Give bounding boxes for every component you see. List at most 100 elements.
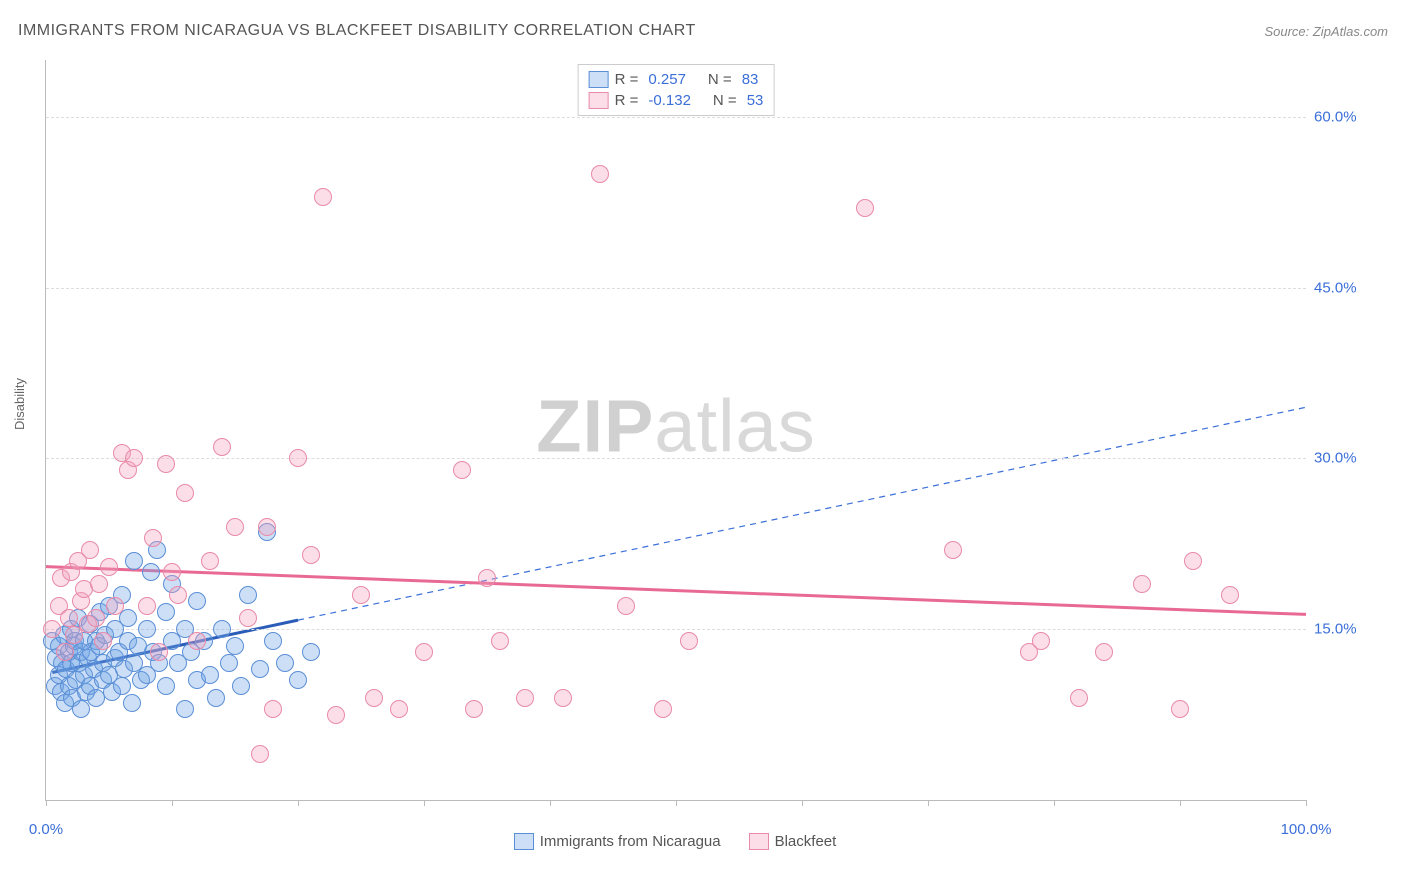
x-tick xyxy=(550,800,551,806)
x-tick xyxy=(676,800,677,806)
data-point xyxy=(1221,586,1239,604)
x-tick xyxy=(172,800,173,806)
data-point xyxy=(1171,700,1189,718)
legend-item: Blackfeet xyxy=(749,833,837,850)
legend-swatch xyxy=(514,833,534,850)
data-point xyxy=(1184,552,1202,570)
data-point xyxy=(390,700,408,718)
data-point xyxy=(478,569,496,587)
data-point xyxy=(264,632,282,650)
data-point xyxy=(43,620,61,638)
data-point xyxy=(144,529,162,547)
data-point xyxy=(176,484,194,502)
data-point xyxy=(125,552,143,570)
data-point xyxy=(188,632,206,650)
data-point xyxy=(1095,643,1113,661)
y-tick-label: 15.0% xyxy=(1314,621,1374,638)
legend-label: Immigrants from Nicaragua xyxy=(540,833,721,850)
y-tick-label: 30.0% xyxy=(1314,450,1374,467)
trend-line xyxy=(46,567,1306,615)
data-point xyxy=(251,745,269,763)
data-point xyxy=(258,518,276,536)
gridline xyxy=(46,117,1306,118)
data-point xyxy=(365,689,383,707)
data-point xyxy=(276,654,294,672)
data-point xyxy=(100,558,118,576)
x-tick xyxy=(46,800,47,806)
n-value: 83 xyxy=(742,71,759,88)
data-point xyxy=(516,689,534,707)
data-point xyxy=(106,597,124,615)
data-point xyxy=(72,700,90,718)
data-point xyxy=(327,706,345,724)
watermark: ZIPatlas xyxy=(536,383,815,468)
x-tick xyxy=(928,800,929,806)
data-point xyxy=(465,700,483,718)
data-point xyxy=(113,677,131,695)
data-point xyxy=(226,637,244,655)
data-point xyxy=(232,677,250,695)
data-point xyxy=(87,609,105,627)
data-point xyxy=(213,438,231,456)
data-point xyxy=(251,660,269,678)
x-tick xyxy=(802,800,803,806)
series-legend: Immigrants from Nicaragua Blackfeet xyxy=(45,833,1305,850)
data-point xyxy=(491,632,509,650)
x-tick xyxy=(1180,800,1181,806)
data-point xyxy=(176,700,194,718)
data-point xyxy=(554,689,572,707)
legend-swatch xyxy=(589,92,609,109)
data-point xyxy=(169,586,187,604)
data-point xyxy=(1032,632,1050,650)
gridline xyxy=(46,629,1306,630)
legend-item: Immigrants from Nicaragua xyxy=(514,833,721,850)
data-point xyxy=(201,666,219,684)
data-point xyxy=(352,586,370,604)
data-point xyxy=(239,586,257,604)
data-point xyxy=(289,671,307,689)
data-point xyxy=(90,575,108,593)
data-point xyxy=(123,694,141,712)
data-point xyxy=(453,461,471,479)
r-value: -0.132 xyxy=(648,92,691,109)
data-point xyxy=(163,563,181,581)
y-tick-label: 60.0% xyxy=(1314,108,1374,125)
data-point xyxy=(125,449,143,467)
data-point xyxy=(264,700,282,718)
legend-swatch xyxy=(749,833,769,850)
data-point xyxy=(617,597,635,615)
trend-line-extrapolated xyxy=(298,407,1306,620)
data-point xyxy=(289,449,307,467)
data-point xyxy=(226,518,244,536)
x-tick xyxy=(424,800,425,806)
gridline xyxy=(46,458,1306,459)
data-point xyxy=(207,689,225,707)
data-point xyxy=(138,620,156,638)
source-credit: Source: ZipAtlas.com xyxy=(1264,24,1388,39)
data-point xyxy=(654,700,672,718)
data-point xyxy=(1070,689,1088,707)
r-label: R = xyxy=(615,71,639,88)
data-point xyxy=(150,643,168,661)
data-point xyxy=(944,541,962,559)
data-point xyxy=(81,541,99,559)
correlation-legend: R = 0.257 N = 83 R = -0.132 N = 53 xyxy=(578,64,775,116)
correlation-legend-row: R = -0.132 N = 53 xyxy=(589,90,764,111)
watermark-rest: atlas xyxy=(654,384,815,467)
r-label: R = xyxy=(615,92,639,109)
data-point xyxy=(56,643,74,661)
n-label: N = xyxy=(713,92,737,109)
data-point xyxy=(239,609,257,627)
data-point xyxy=(1133,575,1151,593)
x-tick xyxy=(298,800,299,806)
data-point xyxy=(188,592,206,610)
data-point xyxy=(157,603,175,621)
data-point xyxy=(142,563,160,581)
r-value: 0.257 xyxy=(648,71,686,88)
data-point xyxy=(138,597,156,615)
y-axis-label: Disability xyxy=(12,378,27,430)
n-value: 53 xyxy=(747,92,764,109)
data-point xyxy=(856,199,874,217)
x-tick xyxy=(1054,800,1055,806)
correlation-legend-row: R =0.257N =83 xyxy=(589,69,764,90)
